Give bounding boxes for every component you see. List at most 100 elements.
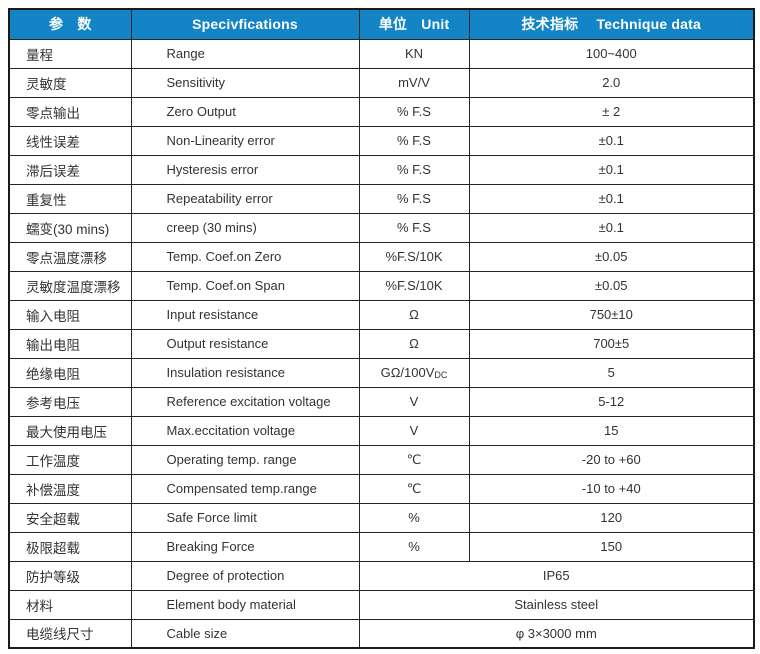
parameter-cell-cn: 防护等级 xyxy=(8,560,132,591)
unit-text: V xyxy=(409,423,419,438)
parameter-cell-cn: 安全超载 xyxy=(8,502,132,533)
parameter-cell-cn: 灵敏度 xyxy=(8,67,132,98)
specification-cell-en: Range xyxy=(130,38,360,69)
header-specifications: Specivfications xyxy=(130,8,360,40)
specification-cell-en: Max.eccitation voltage xyxy=(130,415,360,446)
unit-cell: ℃ xyxy=(358,473,470,504)
unit-cell: Ω xyxy=(358,299,470,330)
unit-text: ℃ xyxy=(406,480,422,496)
unit-text: % F.S xyxy=(397,162,431,177)
unit-text: Ω xyxy=(409,336,419,351)
table-row: 最大使用电压 Max.eccitation voltage V 15 xyxy=(8,415,755,446)
specification-cell-en: Non-Linearity error xyxy=(130,125,360,156)
specification-cell-en: Degree of protection xyxy=(130,560,360,591)
table-row: 零点温度漂移 Temp. Coef.on Zero %F.S/10K ±0.05 xyxy=(8,241,755,272)
parameter-cell-cn: 灵敏度温度漂移 xyxy=(8,270,132,301)
parameter-cell-cn: 蠕变(30 mins) xyxy=(8,212,132,243)
value-cell: ±0.05 xyxy=(468,270,755,301)
unit-text: %F.S/10K xyxy=(385,249,443,264)
specification-cell-en: Temp. Coef.on Span xyxy=(130,270,360,301)
header-parameter: 参 数 xyxy=(8,8,132,40)
unit-text: ℃ xyxy=(406,451,422,467)
unit-text: % F.S xyxy=(397,191,431,206)
unit-text: V xyxy=(409,394,419,409)
table-body: 量程 Range KN 100~400 灵敏度 Sensitivity mV/V… xyxy=(8,38,755,649)
value-cell: φ 3×3000 mm xyxy=(358,618,755,649)
specification-cell-en: Insulation resistance xyxy=(130,357,360,388)
unit-cell: ℃ xyxy=(358,444,470,475)
specification-cell-en: Sensitivity xyxy=(130,67,360,98)
table-row: 重复性 Repeatability error % F.S ±0.1 xyxy=(8,183,755,214)
specification-cell-en: Reference excitation voltage xyxy=(130,386,360,417)
table-row: 材料 Element body material Stainless steel xyxy=(8,589,755,620)
table-row: 安全超载 Safe Force limit % 120 xyxy=(8,502,755,533)
unit-text: % F.S xyxy=(397,133,431,148)
specification-cell-en: Operating temp. range xyxy=(130,444,360,475)
value-cell: ±0.05 xyxy=(468,241,755,272)
unit-cell: % F.S xyxy=(358,154,470,185)
table-row: 补偿温度 Compensated temp.range ℃ -10 to +40 xyxy=(8,473,755,504)
unit-cell: % F.S xyxy=(358,96,470,127)
specification-cell-en: Element body material xyxy=(130,589,360,620)
value-cell: ±0.1 xyxy=(468,154,755,185)
parameter-cell-cn: 参考电压 xyxy=(8,386,132,417)
parameter-cell-cn: 最大使用电压 xyxy=(8,415,132,446)
table-row: 防护等级 Degree of protection IP65 xyxy=(8,560,755,591)
unit-cell: % F.S xyxy=(358,212,470,243)
unit-cell: mV/V xyxy=(358,67,470,98)
unit-cell: KN xyxy=(358,38,470,69)
specification-cell-en: creep (30 mins) xyxy=(130,212,360,243)
unit-text: %F.S/10K xyxy=(385,278,443,293)
parameter-cell-cn: 补偿温度 xyxy=(8,473,132,504)
parameter-cell-cn: 材料 xyxy=(8,589,132,620)
header-technique-data: 技术指标 Technique data xyxy=(468,8,755,40)
parameter-cell-cn: 滞后误差 xyxy=(8,154,132,185)
specification-cell-en: Hysteresis error xyxy=(130,154,360,185)
table-row: 蠕变(30 mins) creep (30 mins) % F.S ±0.1 xyxy=(8,212,755,243)
table-row: 灵敏度 Sensitivity mV/V 2.0 xyxy=(8,67,755,98)
header-row: 参 数 Specivfications 单位 Unit 技术指标 Techniq… xyxy=(8,8,755,40)
unit-text: % F.S xyxy=(397,220,431,235)
unit-cell: V xyxy=(358,386,470,417)
specification-cell-en: Temp. Coef.on Zero xyxy=(130,241,360,272)
specification-cell-en: Compensated temp.range xyxy=(130,473,360,504)
value-cell: -10 to +40 xyxy=(468,473,755,504)
unit-text: Ω xyxy=(409,307,419,322)
table-row: 线性误差 Non-Linearity error % F.S ±0.1 xyxy=(8,125,755,156)
value-cell: ±0.1 xyxy=(468,183,755,214)
value-cell: 120 xyxy=(468,502,755,533)
table-row: 滞后误差 Hysteresis error % F.S ±0.1 xyxy=(8,154,755,185)
value-cell: Stainless steel xyxy=(358,589,755,620)
value-cell: 100~400 xyxy=(468,38,755,69)
parameter-cell-cn: 输出电阻 xyxy=(8,328,132,359)
unit-text: GΩ/100V xyxy=(380,365,435,380)
unit-text: mV/V xyxy=(398,75,430,90)
table-row: 零点输出 Zero Output % F.S ± 2 xyxy=(8,96,755,127)
parameter-cell-cn: 电缆线尺寸 xyxy=(8,618,132,649)
specification-cell-en: Safe Force limit xyxy=(130,502,360,533)
table-row: 输出电阻 Output resistance Ω 700±5 xyxy=(8,328,755,359)
parameter-cell-cn: 工作温度 xyxy=(8,444,132,475)
value-cell: ±0.1 xyxy=(468,125,755,156)
table-row: 工作温度 Operating temp. range ℃ -20 to +60 xyxy=(8,444,755,475)
unit-text: % xyxy=(408,539,420,554)
parameter-cell-cn: 零点输出 xyxy=(8,96,132,127)
value-cell: -20 to +60 xyxy=(468,444,755,475)
value-cell: ±0.1 xyxy=(468,212,755,243)
unit-subscript: DC xyxy=(434,370,448,380)
unit-cell: % F.S xyxy=(358,125,470,156)
specification-cell-en: Cable size xyxy=(130,618,360,649)
parameter-cell-cn: 线性误差 xyxy=(8,125,132,156)
table-row: 灵敏度温度漂移 Temp. Coef.on Span %F.S/10K ±0.0… xyxy=(8,270,755,301)
parameter-cell-cn: 绝缘电阻 xyxy=(8,357,132,388)
value-cell: 5-12 xyxy=(468,386,755,417)
value-cell: ± 2 xyxy=(468,96,755,127)
parameter-cell-cn: 量程 xyxy=(8,38,132,69)
table-header: 参 数 Specivfications 单位 Unit 技术指标 Techniq… xyxy=(8,8,755,40)
unit-cell: V xyxy=(358,415,470,446)
value-cell: IP65 xyxy=(358,560,755,591)
unit-text: % F.S xyxy=(397,104,431,119)
value-cell: 2.0 xyxy=(468,67,755,98)
specification-cell-en: Zero Output xyxy=(130,96,360,127)
